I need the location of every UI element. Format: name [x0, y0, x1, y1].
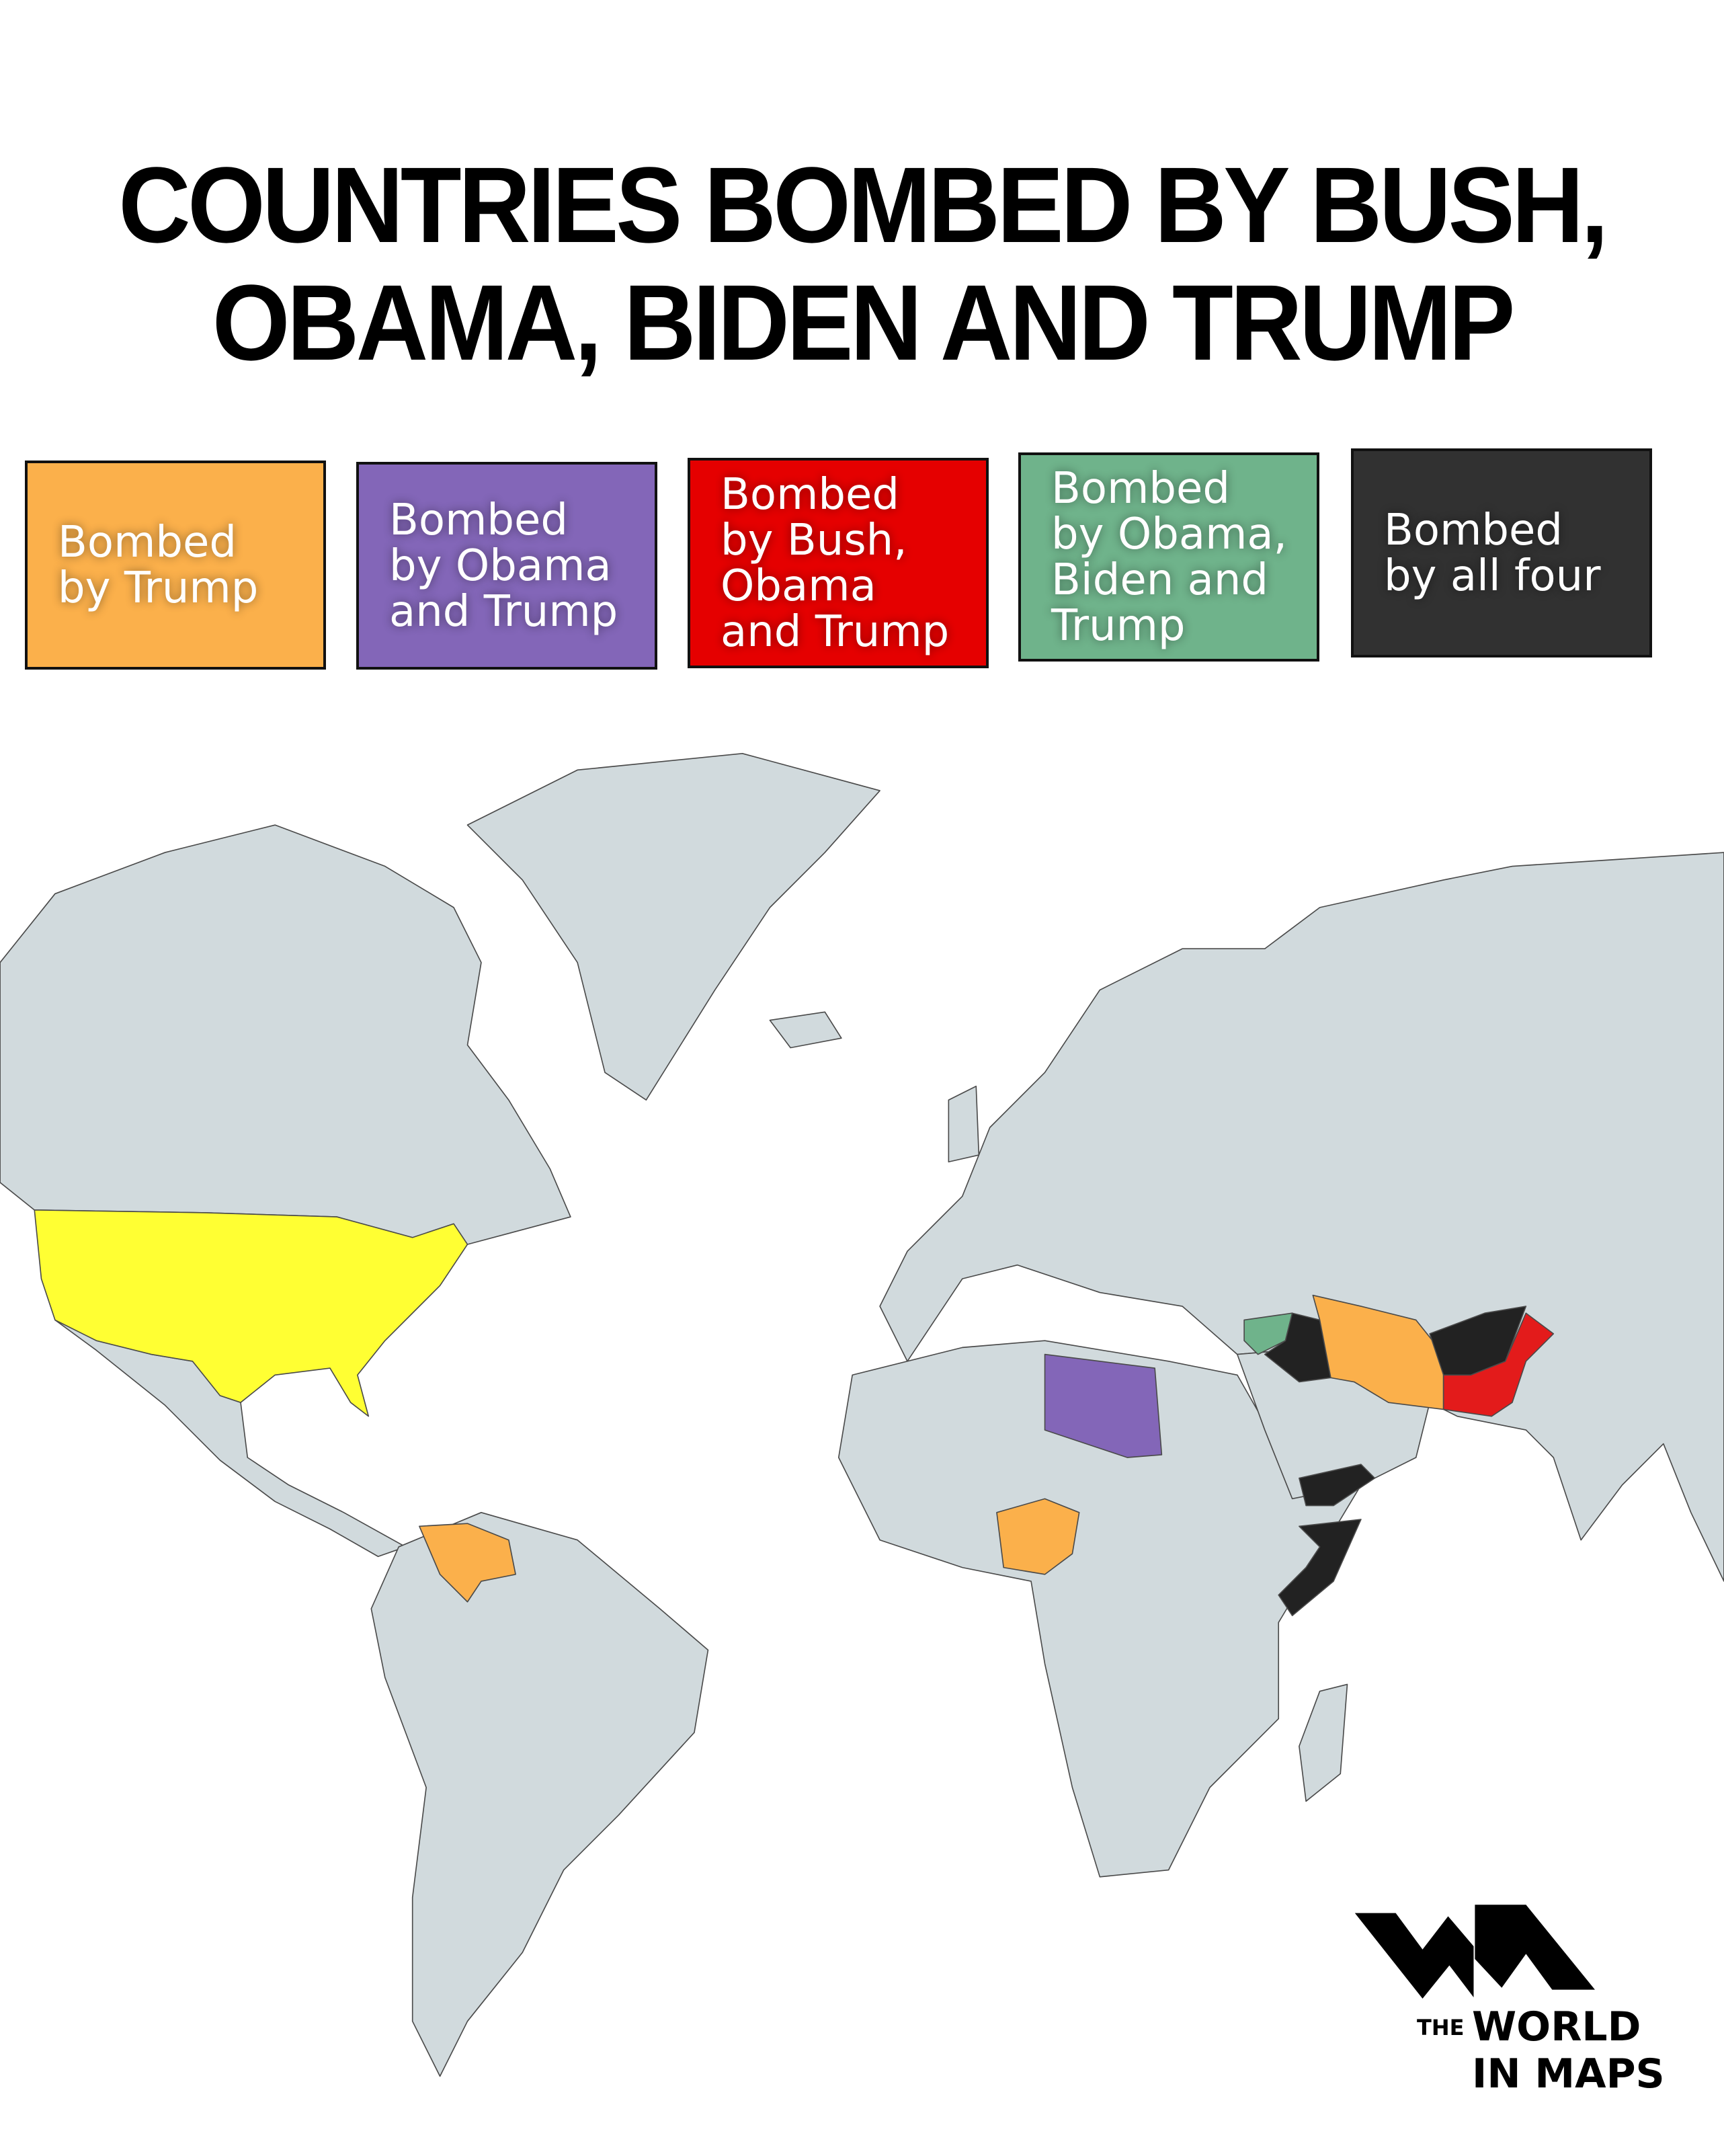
wm-logo-icon: [1354, 1905, 1595, 1999]
legend-label: Bombed by Obama, Biden and Trump: [1051, 463, 1287, 651]
venezuela: [419, 1523, 516, 1603]
legend-obama-trump: Bombed by Obama and Trump: [356, 462, 657, 670]
logo-world: WORLD: [1472, 2003, 1641, 2050]
usa: [34, 1209, 468, 1417]
somalia: [1278, 1519, 1362, 1617]
great-britain: [948, 1085, 980, 1163]
legend-bush-obama-trump: Bombed by Bush, Obama and Trump: [688, 458, 989, 668]
madagascar: [1299, 1683, 1348, 1802]
legend-all-four: Bombed by all four: [1351, 448, 1652, 657]
legend-label: Bombed by all four: [1384, 505, 1601, 601]
nigeria: [996, 1498, 1080, 1575]
legend-trump: Bombed by Trump: [25, 461, 326, 670]
iceland: [769, 1011, 842, 1049]
legend-label: Bombed by Bush, Obama and Trump: [721, 469, 950, 657]
pakistan: [1442, 1312, 1555, 1417]
libya: [1044, 1353, 1163, 1458]
legend-label: Bombed by Obama and Trump: [389, 495, 618, 637]
legend-label: Bombed by Trump: [58, 517, 259, 613]
canada: [0, 824, 571, 1245]
syria: [1243, 1312, 1293, 1355]
south-america: [370, 1511, 709, 2077]
legend-obama-biden-trump: Bombed by Obama, Biden and Trump: [1018, 452, 1319, 662]
logo-in-maps: IN MAPS: [1472, 2050, 1665, 2098]
page-title-line-1-row: COUNTRIES BOMBED BY BUSH,: [0, 151, 1724, 259]
yemen: [1299, 1464, 1376, 1507]
the-world-in-maps-logo: THE WORLD IN MAPS: [1338, 1882, 1687, 2098]
greenland: [466, 752, 880, 1101]
page-title-line-1: COUNTRIES BOMBED BY BUSH,: [118, 145, 1608, 265]
page-title-line-2: OBAMA, BIDEN AND TRUMP: [212, 262, 1516, 383]
logo-the: THE: [1417, 2015, 1465, 2040]
iran: [1312, 1294, 1444, 1410]
page-title-line-2-row: OBAMA, BIDEN AND TRUMP: [0, 269, 1724, 376]
africa: [837, 1340, 1362, 1878]
